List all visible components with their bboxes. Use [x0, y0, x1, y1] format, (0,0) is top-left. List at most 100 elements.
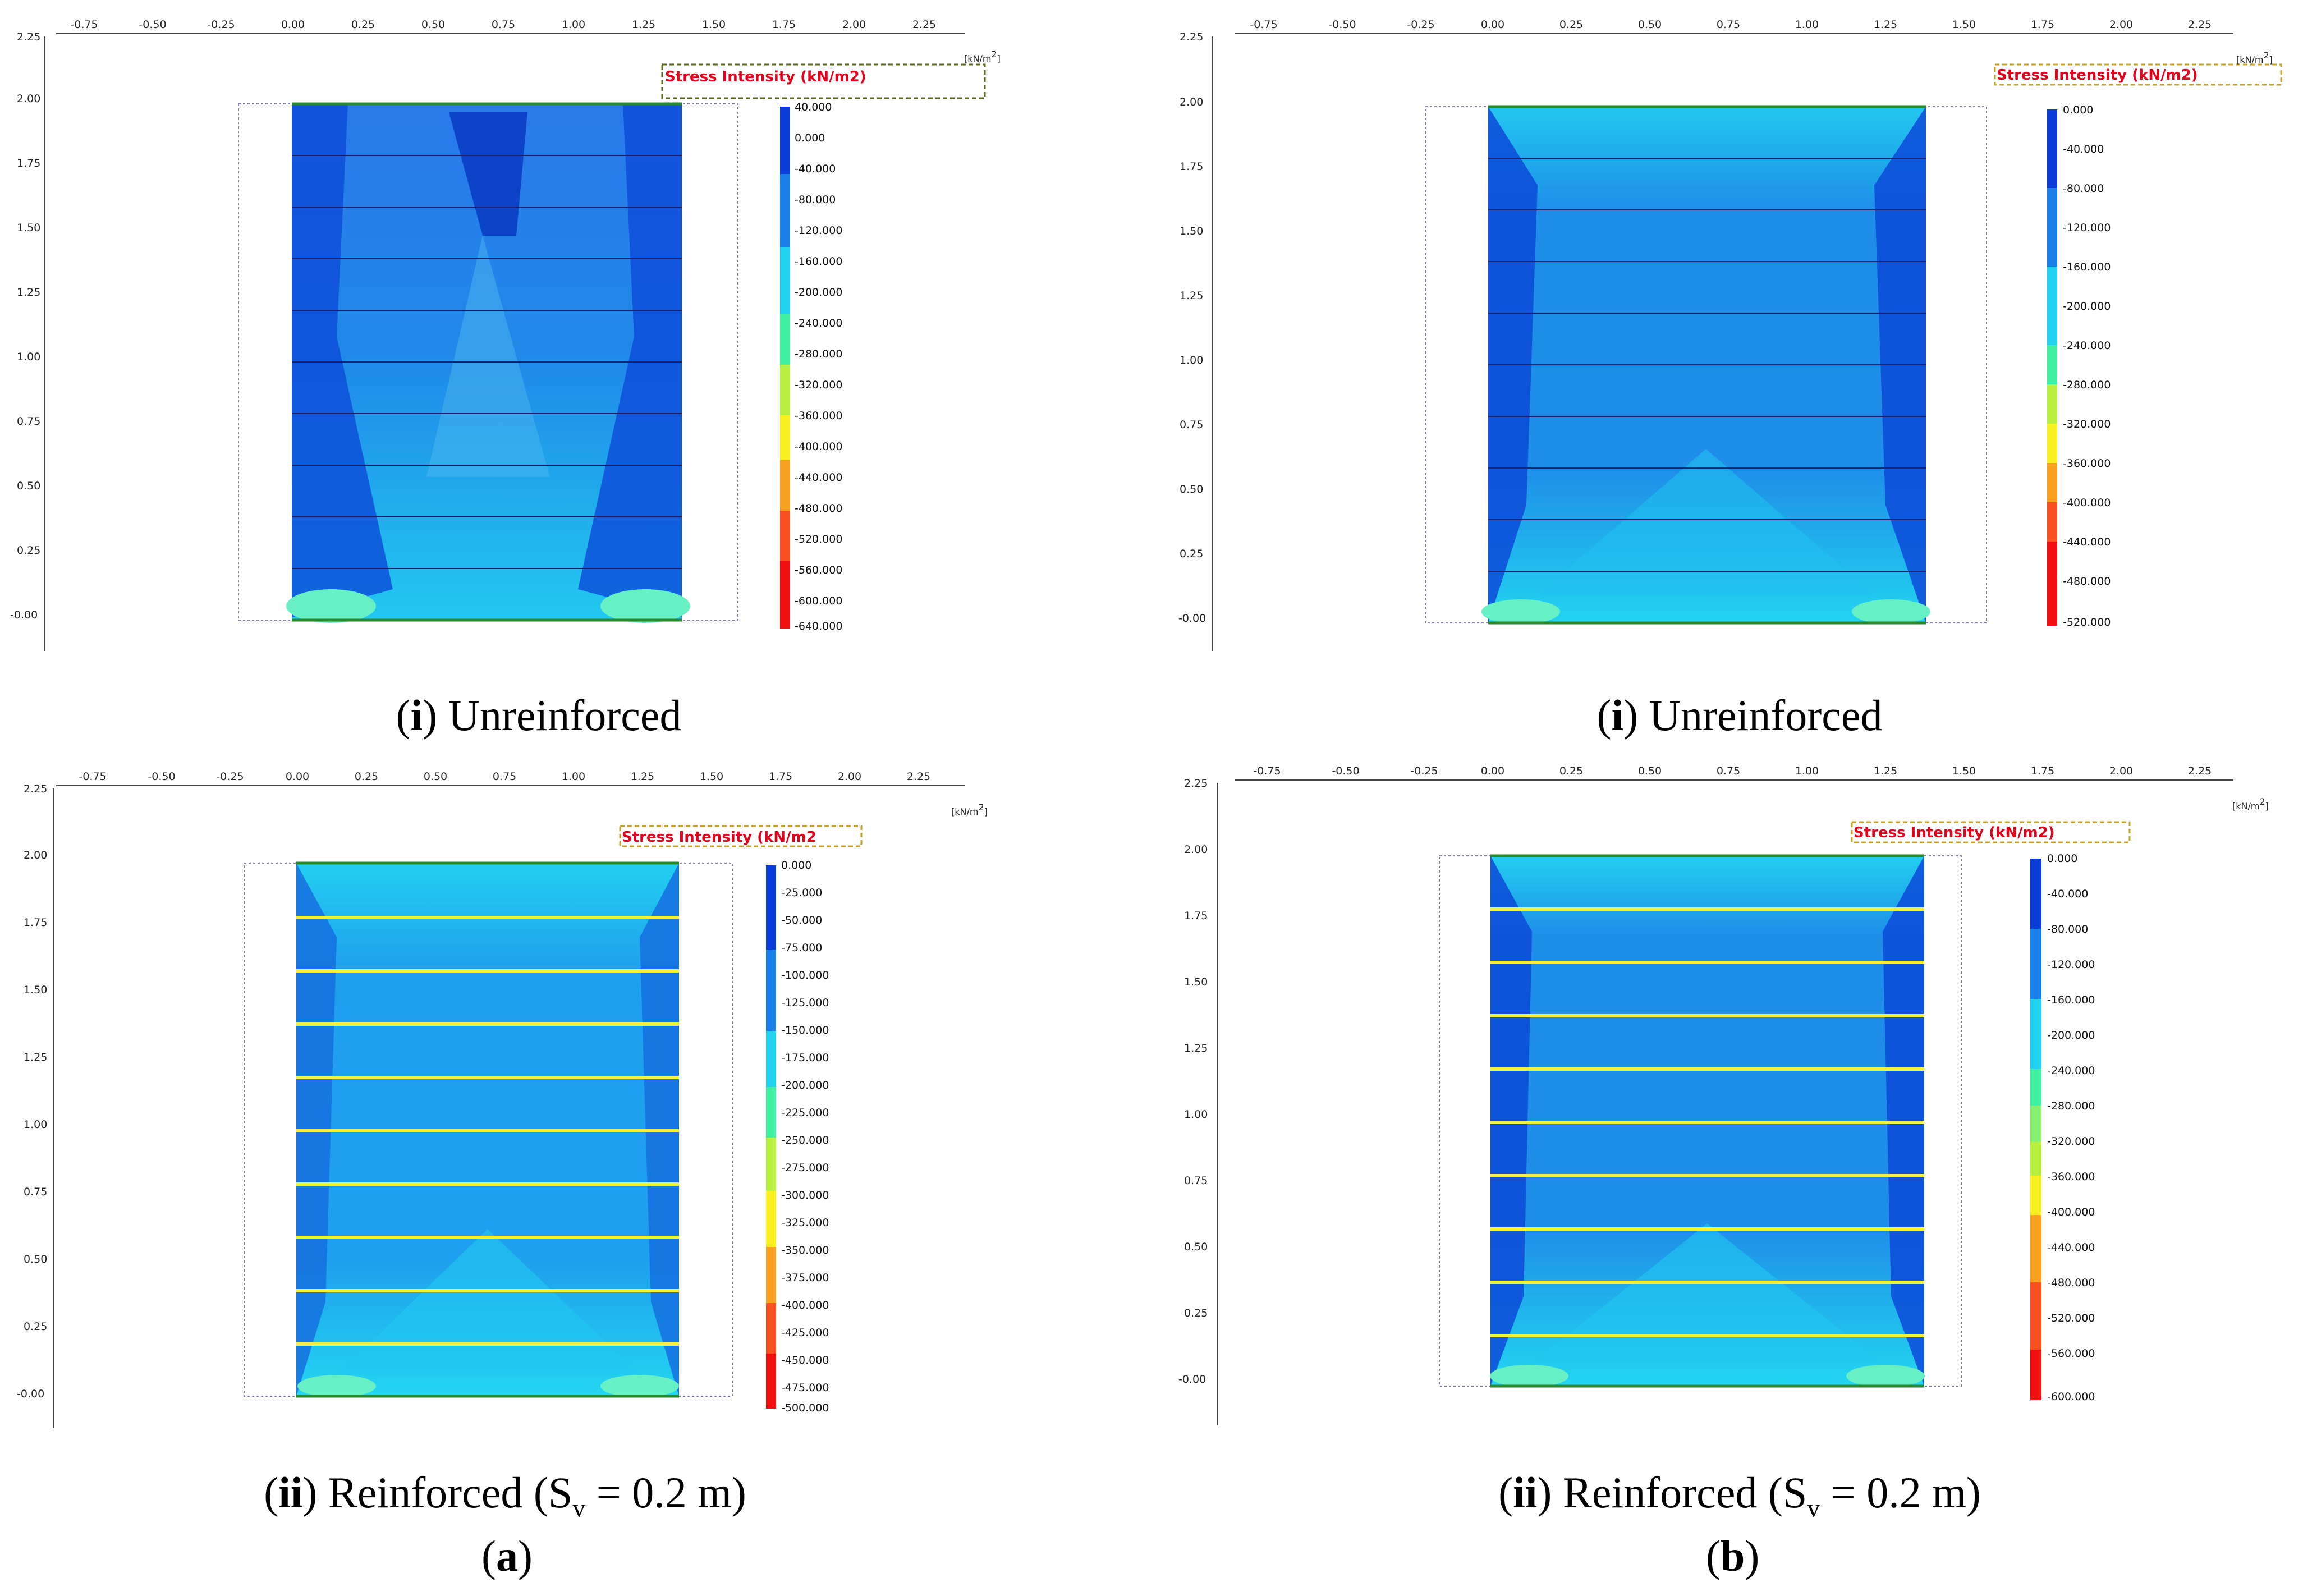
svg-text:0.000: 0.000: [795, 132, 825, 144]
svg-text:-440.000: -440.000: [2047, 1241, 2095, 1254]
svg-text:1.50: 1.50: [1952, 19, 1976, 31]
svg-text:1.75: 1.75: [1184, 910, 1208, 922]
svg-text:-160.000: -160.000: [2047, 994, 2095, 1006]
caption-b-i: (i) Unreinforced: [1596, 691, 1883, 740]
mesh-lines: [292, 155, 682, 569]
svg-text:-300.000: -300.000: [781, 1189, 829, 1201]
svg-text:-240.000: -240.000: [795, 317, 842, 329]
svg-text:1.75: 1.75: [2031, 765, 2054, 777]
svg-text:-400.000: -400.000: [2063, 497, 2111, 509]
svg-text:-440.000: -440.000: [2063, 536, 2111, 548]
unit-label: [kN/m2]: [964, 49, 1001, 64]
svg-text:-360.000: -360.000: [2063, 457, 2111, 470]
svg-text:0.50: 0.50: [1638, 765, 1662, 777]
svg-text:-0.00: -0.00: [1178, 1373, 1206, 1386]
svg-text:1.75: 1.75: [772, 19, 796, 31]
svg-text:-0.25: -0.25: [207, 19, 235, 31]
svg-text:2.00: 2.00: [2109, 765, 2133, 777]
svg-text:1.50: 1.50: [1952, 765, 1976, 777]
svg-text:1.25: 1.25: [17, 286, 40, 299]
svg-text:-200.000: -200.000: [781, 1079, 829, 1091]
svg-text:-50.000: -50.000: [781, 914, 822, 927]
svg-text:1.00: 1.00: [1184, 1108, 1208, 1121]
svg-text:1.50: 1.50: [1184, 976, 1208, 988]
svg-text:-320.000: -320.000: [2063, 418, 2111, 430]
y-tick-labels: 2.25 2.00 1.75 1.50 1.25 1.00 0.75 0.50 …: [10, 31, 40, 621]
unit-label: [kN/m2]: [2232, 796, 2269, 811]
svg-text:-200.000: -200.000: [2063, 300, 2111, 313]
svg-text:0.25: 0.25: [1559, 19, 1583, 31]
svg-text:-360.000: -360.000: [2047, 1171, 2095, 1183]
svg-text:1.75: 1.75: [769, 771, 792, 783]
legend-title: Stress Intensity (kN/m2: [622, 829, 816, 846]
svg-text:1.75: 1.75: [17, 157, 40, 169]
svg-text:0.25: 0.25: [17, 544, 40, 557]
svg-text:-120.000: -120.000: [795, 224, 842, 237]
contour-plot: -0.75 -0.50 -0.25 0.00 0.25 0.50 0.75 1.…: [1178, 765, 2269, 1425]
legend-title-box: [1851, 821, 2131, 843]
svg-text:-400.000: -400.000: [795, 441, 842, 453]
svg-text:-0.75: -0.75: [1253, 765, 1281, 777]
svg-text:-0.25: -0.25: [1410, 765, 1438, 777]
figure-label-b: (b): [1706, 1531, 1760, 1580]
svg-text:0.75: 0.75: [1180, 419, 1203, 431]
svg-text:2.25: 2.25: [24, 783, 47, 795]
unit-label: [kN/m2]: [951, 802, 988, 817]
legend-values: 0.000 -40.000 -80.000 -120.000 -160.000 …: [2063, 104, 2111, 629]
svg-text:0.00: 0.00: [1481, 19, 1504, 31]
svg-text:-240.000: -240.000: [2047, 1065, 2095, 1077]
svg-text:-325.000: -325.000: [781, 1217, 829, 1229]
svg-text:-250.000: -250.000: [781, 1134, 829, 1146]
svg-text:-0.75: -0.75: [79, 771, 106, 783]
svg-text:-640.000: -640.000: [795, 620, 842, 632]
color-legend: [2030, 859, 2041, 1400]
svg-text:0.25: 0.25: [355, 771, 378, 783]
svg-text:1.75: 1.75: [2031, 19, 2054, 31]
svg-text:1.25: 1.25: [1180, 290, 1203, 302]
svg-text:-520.000: -520.000: [2063, 616, 2111, 629]
legend-title-box: [1994, 63, 2282, 86]
svg-text:2.00: 2.00: [1184, 843, 1208, 856]
svg-text:-80.000: -80.000: [795, 194, 836, 206]
svg-text:-500.000: -500.000: [781, 1402, 829, 1414]
svg-text:1.00: 1.00: [17, 351, 40, 363]
svg-text:-560.000: -560.000: [795, 564, 842, 576]
svg-text:-160.000: -160.000: [2063, 261, 2111, 273]
svg-text:0.75: 0.75: [17, 415, 40, 428]
svg-text:2.00: 2.00: [24, 849, 47, 861]
svg-text:1.25: 1.25: [1184, 1042, 1208, 1054]
svg-text:0.50: 0.50: [424, 771, 447, 783]
svg-text:-100.000: -100.000: [781, 969, 829, 982]
panel-a-unreinforced: -0.75 -0.50 -0.25 0.00 0.25 0.50 0.75 1.…: [0, 0, 1066, 673]
svg-text:-425.000: -425.000: [781, 1327, 829, 1339]
panel-b-reinforced: -0.75 -0.50 -0.25 0.00 0.25 0.50 0.75 1.…: [1178, 763, 2295, 1437]
legend-values: 0.000 -40.000 -80.000 -120.000 -160.000 …: [2047, 852, 2095, 1403]
svg-text:-0.50: -0.50: [1328, 19, 1356, 31]
svg-text:2.25: 2.25: [17, 31, 40, 43]
caption-a-ii: (ii) Reinforced (Sv = 0.2 m): [264, 1468, 746, 1522]
svg-text:0.000: 0.000: [781, 859, 811, 872]
svg-text:-0.75: -0.75: [70, 19, 98, 31]
svg-text:0.000: 0.000: [2047, 852, 2077, 865]
contour-plot: -0.75 -0.50 -0.25 0.00 0.25 0.50 0.75 1.…: [17, 771, 988, 1428]
svg-text:0.50: 0.50: [24, 1253, 47, 1265]
svg-text:-200.000: -200.000: [2047, 1029, 2095, 1042]
svg-text:1.25: 1.25: [631, 771, 654, 783]
x-tick-labels: -0.75 -0.50 -0.25 0.00 0.25 0.50 0.75 1.…: [79, 771, 930, 783]
svg-text:-480.000: -480.000: [2063, 575, 2111, 588]
wall-body: [286, 104, 690, 623]
mesh-lines: [1488, 158, 1926, 572]
svg-text:0.50: 0.50: [421, 19, 445, 31]
svg-text:1.25: 1.25: [1874, 19, 1897, 31]
svg-text:-0.25: -0.25: [1407, 19, 1434, 31]
svg-text:-0.00: -0.00: [17, 1388, 44, 1400]
svg-text:2.25: 2.25: [1184, 777, 1208, 790]
svg-text:-520.000: -520.000: [2047, 1312, 2095, 1324]
svg-text:2.25: 2.25: [1180, 31, 1203, 43]
svg-text:-40.000: -40.000: [795, 163, 836, 175]
svg-text:-520.000: -520.000: [795, 533, 842, 545]
svg-text:1.25: 1.25: [632, 19, 655, 31]
svg-text:0.75: 0.75: [1717, 19, 1740, 31]
svg-text:-560.000: -560.000: [2047, 1347, 2095, 1360]
legend-title: Stress Intensity (kN/m2): [1997, 67, 2198, 84]
